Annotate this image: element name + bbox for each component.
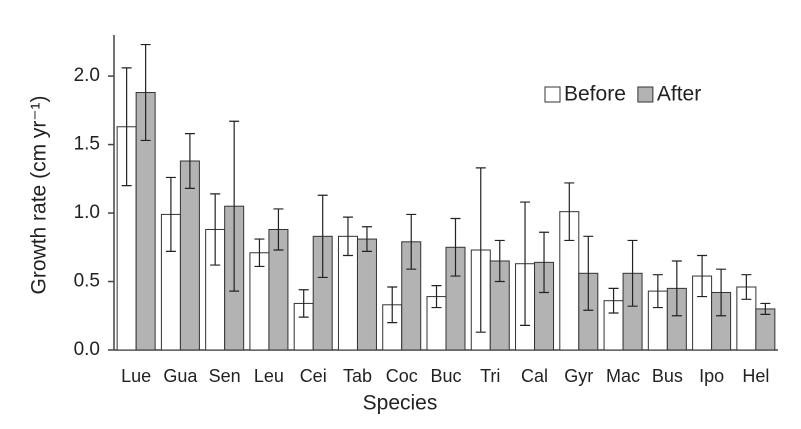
error-bar	[583, 235, 594, 311]
error-bar	[520, 201, 531, 326]
legend-swatch	[544, 86, 561, 103]
y-tick-label: 0.0	[74, 339, 100, 360]
x-tick-label: Leu	[254, 366, 284, 386]
legend-swatch	[637, 86, 654, 103]
error-bar	[608, 287, 619, 314]
legend-label: Before	[564, 83, 626, 106]
x-tick-label: Coc	[386, 366, 418, 386]
x-tick-label: Sen	[209, 366, 241, 386]
error-bar	[387, 286, 398, 324]
x-tick-label: Gyr	[564, 366, 593, 386]
error-bar	[475, 167, 486, 333]
error-bar	[121, 67, 132, 187]
x-tick-label: Cei	[300, 366, 327, 386]
x-tick-label: Tri	[480, 366, 500, 386]
y-axis-title: Growth rate (cm yr⁻¹)	[28, 96, 51, 295]
bar	[356, 238, 377, 351]
error-bar	[165, 176, 176, 252]
bar	[179, 160, 200, 351]
error-bar	[697, 254, 708, 298]
x-tick-label: Ipo	[699, 366, 724, 386]
legend-label: After	[657, 83, 701, 106]
error-bar	[716, 268, 727, 317]
error-bar	[539, 231, 550, 294]
error-bar	[229, 120, 240, 292]
error-bar	[184, 133, 195, 189]
x-tick-label: Buc	[430, 366, 461, 386]
error-bar	[564, 182, 575, 242]
error-bar	[210, 193, 221, 266]
error-bar	[406, 213, 417, 270]
error-bar	[317, 194, 328, 279]
error-bar	[254, 238, 265, 268]
error-bar	[760, 302, 771, 315]
error-bar	[671, 260, 682, 317]
bar	[755, 308, 776, 351]
y-tick-label: 2.0	[74, 65, 100, 86]
error-bar	[431, 285, 442, 309]
x-axis-title: Species	[363, 392, 438, 415]
x-tick-label: Lue	[121, 366, 151, 386]
y-tick-label: 1.5	[74, 134, 100, 155]
error-bar	[342, 216, 353, 257]
bar	[249, 252, 270, 351]
error-bar	[140, 43, 151, 142]
x-tick-label: Hel	[742, 366, 769, 386]
x-tick-label: Bus	[652, 366, 683, 386]
y-tick-label: 0.5	[74, 271, 100, 292]
error-bar	[494, 239, 505, 283]
x-tick-label: Tab	[343, 366, 372, 386]
x-tick-label: Mac	[606, 366, 640, 386]
error-bar	[652, 274, 663, 309]
y-tick-label: 1.0	[74, 202, 100, 223]
error-bar	[298, 289, 309, 318]
error-bar	[273, 208, 284, 251]
error-bar	[627, 239, 638, 307]
x-tick-label: Gua	[163, 366, 198, 386]
error-bar	[361, 226, 372, 252]
error-bar	[741, 274, 752, 300]
error-bar	[450, 217, 461, 277]
x-tick-label: Cal	[521, 366, 548, 386]
